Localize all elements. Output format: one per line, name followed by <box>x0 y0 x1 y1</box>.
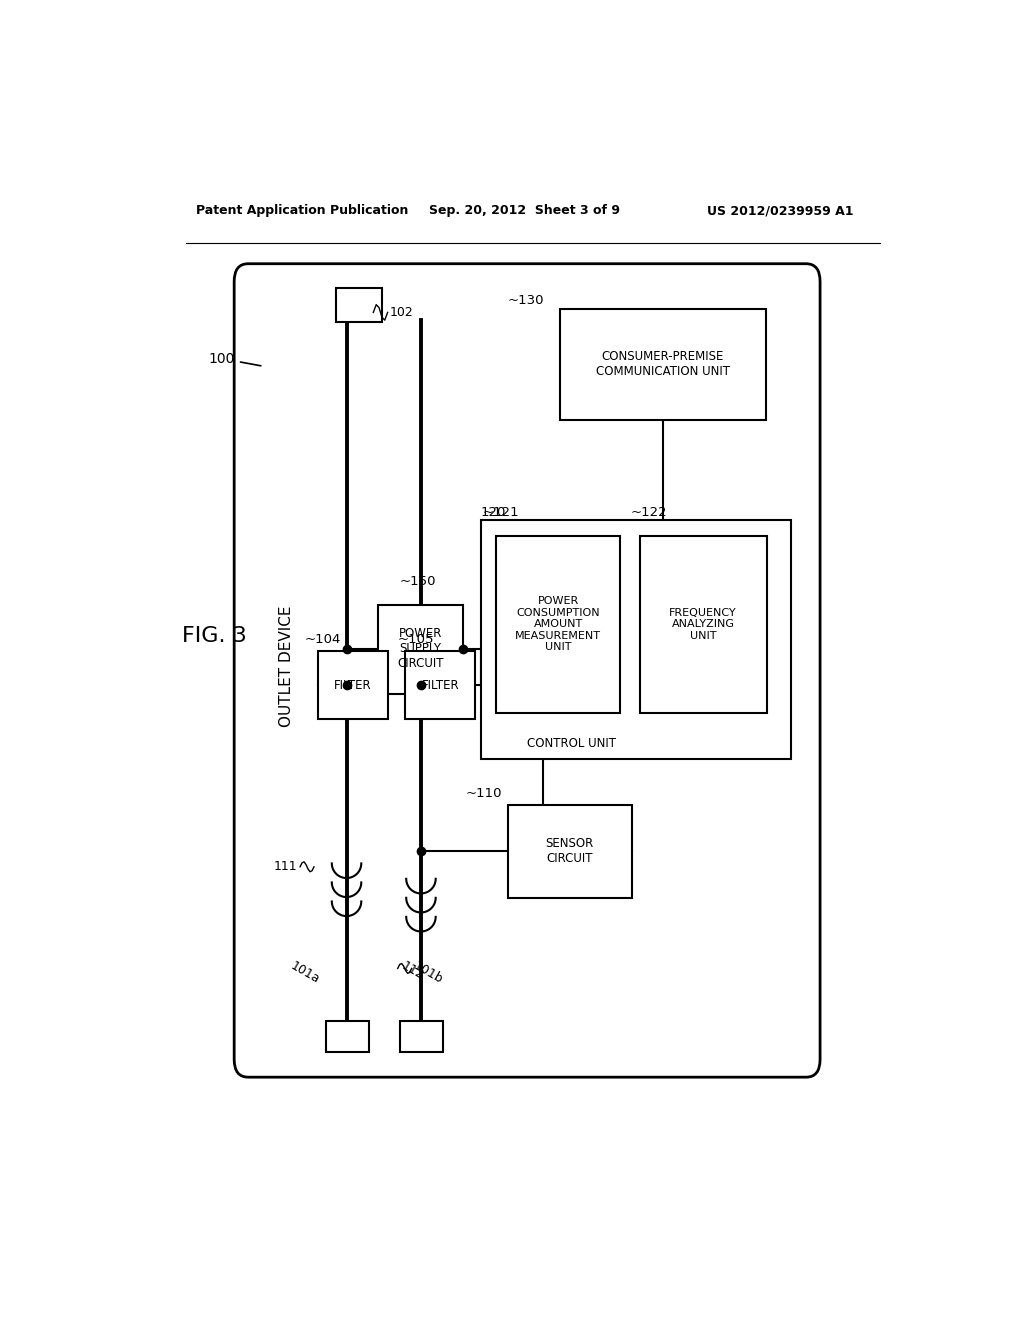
Text: SENSOR
CIRCUIT: SENSOR CIRCUIT <box>546 837 594 866</box>
Text: 102: 102 <box>389 306 413 319</box>
Bar <box>480 520 791 759</box>
Text: 111: 111 <box>273 861 297 874</box>
Bar <box>326 1020 369 1052</box>
Bar <box>640 536 767 713</box>
Text: ~121: ~121 <box>483 506 519 519</box>
Bar <box>406 651 475 719</box>
Text: FREQUENCY
ANALYZING
UNIT: FREQUENCY ANALYZING UNIT <box>670 607 737 640</box>
Bar <box>317 651 388 719</box>
Text: POWER
SUPPLY
CIRCUIT: POWER SUPPLY CIRCUIT <box>397 627 443 671</box>
Text: Sep. 20, 2012  Sheet 3 of 9: Sep. 20, 2012 Sheet 3 of 9 <box>429 205 621 218</box>
Bar <box>508 805 632 898</box>
Text: FIG. 3: FIG. 3 <box>182 626 247 645</box>
Text: ~105: ~105 <box>397 632 434 645</box>
Text: FILTER: FILTER <box>422 678 459 692</box>
Text: ~150: ~150 <box>399 576 436 589</box>
Bar <box>378 605 463 693</box>
Text: 112: 112 <box>399 960 426 982</box>
FancyBboxPatch shape <box>234 264 820 1077</box>
Text: CONSUMER-PREMISE
COMMUNICATION UNIT: CONSUMER-PREMISE COMMUNICATION UNIT <box>596 350 730 378</box>
Text: 101a: 101a <box>288 960 322 986</box>
Bar <box>560 309 766 420</box>
Bar <box>336 288 382 322</box>
Text: 100: 100 <box>209 351 261 366</box>
Bar <box>496 536 621 713</box>
Text: FILTER: FILTER <box>334 678 372 692</box>
Text: ~130: ~130 <box>508 294 544 308</box>
Text: POWER
CONSUMPTION
AMOUNT
MEASUREMENT
UNIT: POWER CONSUMPTION AMOUNT MEASUREMENT UNI… <box>515 597 601 652</box>
Text: CONTROL UNIT: CONTROL UNIT <box>527 737 616 750</box>
Text: US 2012/0239959 A1: US 2012/0239959 A1 <box>707 205 853 218</box>
Text: Patent Application Publication: Patent Application Publication <box>197 205 409 218</box>
Text: ~122: ~122 <box>630 506 667 519</box>
Text: 120: 120 <box>480 506 506 519</box>
Text: ~110: ~110 <box>466 787 503 800</box>
Text: ~104: ~104 <box>305 632 341 645</box>
Bar <box>400 1020 443 1052</box>
Text: OUTLET DEVICE: OUTLET DEVICE <box>280 606 294 727</box>
Text: 101b: 101b <box>411 960 444 986</box>
